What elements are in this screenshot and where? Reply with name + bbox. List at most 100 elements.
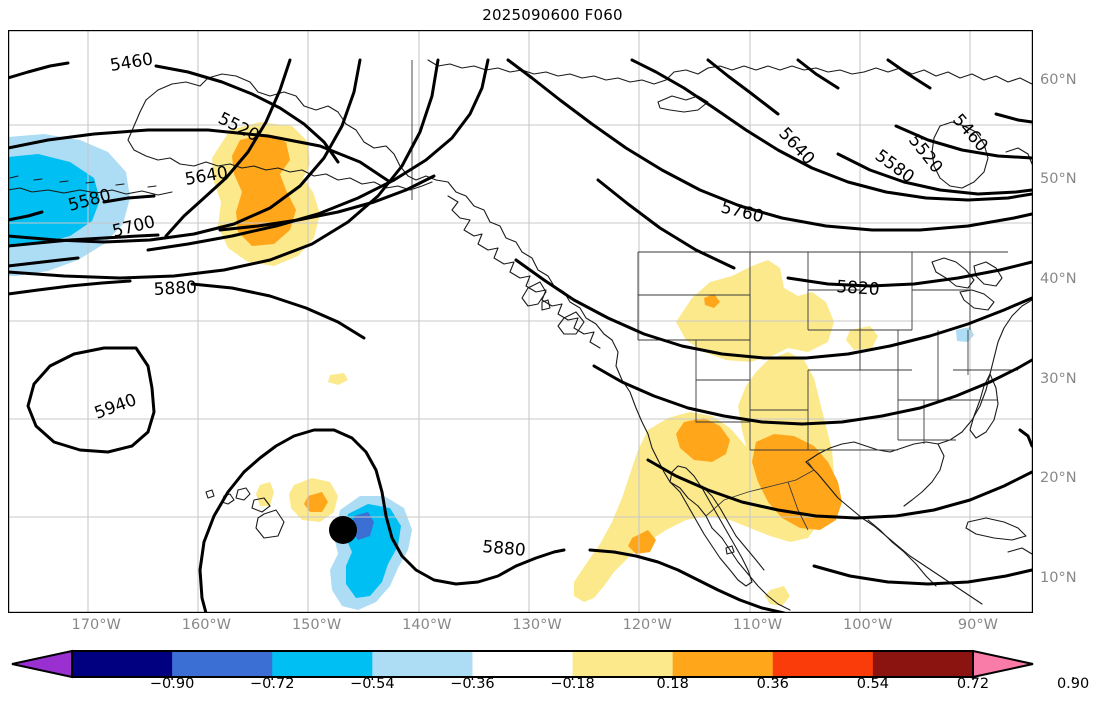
- colorbar-swatch: [872, 651, 974, 677]
- lon-tick-label: 120°W: [622, 617, 672, 633]
- shade-pos-wus-l3: [704, 294, 720, 308]
- shade-pos-mex-l1: [574, 412, 818, 602]
- lon-tick-label: 160°W: [181, 617, 232, 633]
- lon-tick-label: 170°W: [71, 617, 121, 633]
- contour-arc-3: [8, 58, 440, 280]
- contour-e-7: [514, 258, 1033, 360]
- lon-tick-label: 140°W: [402, 617, 452, 633]
- latitude-axis: 60°N 50°N 40°N 30°N 20°N 10°N: [1036, 30, 1105, 613]
- contour-5880-s-b: [588, 548, 786, 613]
- colorbar-tick-label: −0.72: [250, 676, 295, 692]
- colorbar-outline: [71, 650, 974, 678]
- lat-tick-label: 40°N: [1040, 271, 1077, 288]
- contour-ridge-1: [198, 470, 246, 613]
- colorbar-swatch: [772, 651, 874, 677]
- contour-e-2: [506, 58, 1033, 232]
- colorbar-tick-label: 0.36: [756, 676, 789, 692]
- contour-label: 5880: [153, 278, 197, 300]
- coastline-layer: [8, 59, 1033, 611]
- contour-5640-b: [218, 174, 436, 232]
- page-title: 2025090600 F060: [482, 6, 623, 24]
- contour-ridge-2: [242, 428, 518, 586]
- political-border-layer: [411, 60, 1018, 531]
- lon-tick-label: 130°W: [512, 617, 562, 633]
- lat-tick-label: 10°N: [1040, 570, 1077, 587]
- contour-arc-2: [8, 58, 362, 244]
- contour-5460-w: [8, 61, 70, 80]
- colorbar-tick-label: −0.36: [450, 676, 495, 692]
- colorbar-swatch: [472, 651, 574, 677]
- colorbar-swatch: [172, 651, 273, 677]
- contour-arc-1: [164, 58, 292, 238]
- colorbar[interactable]: −0.90 −0.72 −0.54 −0.36 −0.18 0.18 0.36 0.54 0.7…: [0, 648, 1105, 708]
- colorbar-tick-label: 0.18: [656, 676, 689, 692]
- shade-pos-mex-l2: [752, 434, 842, 530]
- colorbar-tick-label: 0.90: [1056, 676, 1090, 692]
- contour-5700-b: [146, 58, 490, 252]
- contour-small-ring: [1018, 428, 1033, 448]
- shade-pos-baja-dot: [765, 586, 790, 606]
- shade-pos-nehawaii-l2: [304, 492, 328, 512]
- shade-pos-wus-l1: [676, 260, 834, 362]
- contour-5460-w2: [154, 64, 340, 164]
- contour-e-4: [796, 58, 840, 90]
- shade-pos-hawaii: [256, 482, 274, 506]
- lon-tick-label: 150°W: [291, 617, 342, 633]
- colorbar-max-extend: [972, 649, 1034, 679]
- contour-5880-s-a: [514, 548, 566, 568]
- shade-pos-mex-l4: [628, 530, 656, 554]
- colorbar-swatch: [372, 651, 474, 677]
- shade-neg-nwpac-l2: [8, 154, 100, 247]
- shade-pos-co: [846, 326, 878, 350]
- contour-e-1: [630, 58, 1033, 202]
- lat-tick-label: 20°N: [1040, 470, 1077, 487]
- shade-pos-speck-1: [328, 373, 348, 385]
- contour-top-1: [8, 128, 392, 184]
- colorbar-tick-label: −0.90: [149, 676, 195, 692]
- contour-e-5: [886, 58, 932, 90]
- contour-5700-a: [8, 256, 80, 268]
- contour-e-8: [592, 358, 1033, 426]
- contour-e-9: [646, 458, 1033, 520]
- contour-e-5b: [994, 112, 1033, 124]
- contour-label: 5820: [836, 277, 881, 300]
- map-canvas: 5460 5520 5580 5640 5700 5880 5940 5760 …: [8, 30, 1033, 613]
- lon-tick-label: 100°W: [843, 617, 893, 633]
- contour-5640-a: [8, 233, 160, 248]
- contour-e-6b: [786, 260, 1033, 288]
- contour-layer: [8, 58, 1033, 613]
- colorbar-swatch: [672, 651, 774, 677]
- colorbar-tick-label: −0.18: [550, 676, 595, 692]
- colorbar-swatch: [272, 651, 373, 677]
- contour-label: 5880: [482, 537, 527, 561]
- graticule-layer: [8, 30, 1033, 613]
- colorbar-swatch: [72, 651, 173, 677]
- colorbar-canvas: [11, 649, 1074, 680]
- contour-e-4b: [894, 124, 1033, 160]
- contour-5880-nw-b: [190, 282, 366, 340]
- shade-neg-cpac-l3: [351, 512, 374, 540]
- lon-tick-label: 110°W: [732, 617, 783, 633]
- longitude-axis: 170°W 160°W 150°W 140°W 130°W 120°W 110°W 100°W…: [8, 617, 1033, 643]
- colorbar-min-extend: [11, 649, 73, 679]
- contour-5580-nw-a: [8, 210, 44, 222]
- contour-e-3b: [836, 152, 1033, 196]
- tropical-cyclone-center-marker: [329, 516, 357, 544]
- contour-e-3: [706, 58, 780, 116]
- contour-5580-nw-b: [102, 194, 156, 204]
- map-panel[interactable]: 5460 5520 5580 5640 5700 5880 5940 5760 …: [8, 30, 1033, 613]
- shade-pos-mex-l5: [700, 424, 712, 438]
- contour-e-6: [596, 178, 736, 270]
- colorbar-tick-label: 0.54: [856, 676, 890, 692]
- contour-5880-nw-a: [8, 279, 132, 296]
- contour-e-10: [812, 564, 1033, 586]
- colorbar-swatch: [572, 651, 674, 677]
- lon-tick-label: 90°W: [957, 617, 998, 633]
- shade-pos-mex-l3: [676, 418, 730, 462]
- lat-tick-label: 60°N: [1040, 71, 1077, 88]
- lat-tick-label: 50°N: [1040, 171, 1077, 188]
- colorbar-tick-label: −0.54: [350, 676, 395, 692]
- contour-5940-closed: [26, 346, 156, 454]
- colorbar-tick-label: 0.72: [956, 676, 990, 692]
